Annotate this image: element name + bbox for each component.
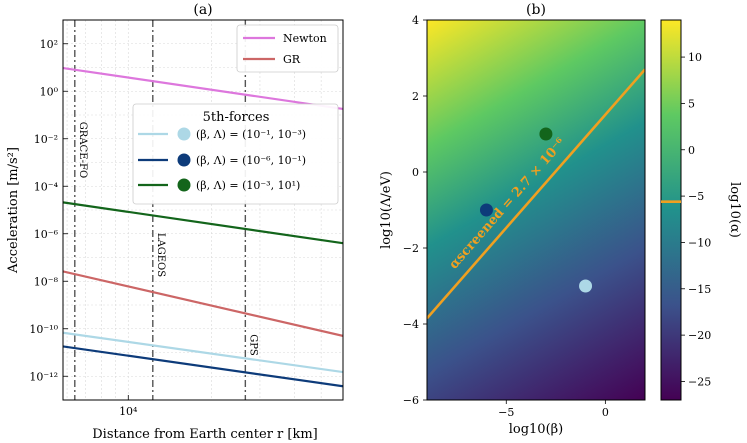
y-tick-label: 0 (412, 166, 419, 179)
heatmap (427, 20, 645, 400)
panel-a-series (63, 66, 343, 388)
y-tick-label: 10² (40, 38, 58, 51)
colorbar-tick-label: −10 (688, 236, 711, 249)
legend-marker-series-b (177, 153, 191, 167)
legend-box (236, 24, 339, 73)
orbit-label: GPS (247, 334, 258, 356)
panel-a-title: (a) (193, 2, 212, 18)
colorbar-tick-label: 5 (688, 97, 695, 110)
series-line (63, 331, 343, 374)
series-line (63, 66, 343, 111)
panel-b-xlabel: log10(β) (509, 422, 564, 437)
colorbar-tick-label: −20 (688, 329, 711, 342)
legend-marker-series-a (177, 127, 191, 141)
panel-a-grid (63, 20, 343, 400)
y-tick-label: 2 (412, 90, 419, 103)
legend-label-series-c: (β, Λ) = (10⁻³, 10¹) (196, 179, 300, 192)
y-tick-label: 10⁻¹² (29, 370, 58, 383)
x-tick-label: 0 (602, 406, 609, 419)
y-tick-label: 10⁻² (34, 133, 58, 146)
y-tick-label: 10⁰ (40, 85, 59, 98)
panel-b-frame (426, 19, 646, 401)
colorbar-tick-label: −15 (688, 283, 711, 296)
colorbar (660, 19, 682, 401)
panel-b: (b) αscreened = 2.7 × 10⁻⁶ −5 0−6−4−2024 … (379, 2, 742, 437)
panel-a-ylabel: Acceleration [m/s²] (6, 147, 21, 274)
colorbar-ticks: 10 5 0 −5 −10 −15 −20 −25 (661, 51, 711, 388)
colorbar-tick-label: 0 (688, 144, 695, 157)
y-tick-label: 10⁻⁶ (34, 228, 59, 241)
panel-b-ticks: −5 0 −6 −4 −2 0 2 4 (403, 14, 609, 419)
panel-a-ticks: 10² 10⁰ 10⁻² 10⁻⁴ 10⁻⁶ 10⁻⁸ 10⁻¹⁰ 10⁻¹² 10⁴ (29, 38, 138, 418)
colorbar-tick-label: −5 (688, 190, 704, 203)
legend-newton-gr: Newton GR (236, 24, 339, 73)
legend-title: 5th-forces (203, 110, 270, 125)
colorbar-tick-label: −25 (688, 375, 711, 388)
orbit-label: LAGEOS (155, 233, 166, 277)
legend-label-newton: Newton (283, 32, 327, 45)
x-tick-label: −5 (498, 406, 514, 419)
series-line (63, 345, 343, 388)
panel-a: (a) 10²10⁰10⁻²10⁻⁴10⁻⁶10⁻⁸10⁻¹⁰10⁻¹²10⁴ … (6, 2, 344, 442)
data-point (579, 279, 593, 293)
y-tick-label: 10⁻⁴ (34, 180, 59, 193)
y-tick-label: 10⁻⁸ (34, 275, 59, 288)
colorbar-label: log10(α) (727, 182, 742, 238)
orbit-label: GRACE-FO (77, 122, 88, 178)
y-tick-label: 4 (412, 14, 419, 27)
panel-a-orbit-lines (74, 20, 247, 400)
panel-b-title: (b) (526, 2, 546, 18)
y-tick-label: −2 (403, 242, 419, 255)
data-point (479, 203, 493, 217)
legend-marker-series-c (177, 178, 191, 192)
legend-label-series-b: (β, Λ) = (10⁻⁶, 10⁻¹) (196, 154, 306, 167)
series-line (63, 201, 343, 245)
panel-b-ylabel: log10(Λ/eV) (379, 171, 394, 249)
contour-line (427, 68, 645, 320)
panel-a-frame (62, 19, 344, 401)
panel-a-xlabel: Distance from Earth center r [km] (92, 427, 318, 442)
series-line (63, 270, 343, 337)
legend-label-gr: GR (283, 53, 301, 66)
y-tick-label: −4 (403, 318, 419, 331)
y-tick-label: −6 (403, 394, 419, 407)
colorbar-tick-label: 10 (688, 51, 702, 64)
y-tick-label: 10⁻¹⁰ (29, 323, 58, 336)
x-tick-label: 10⁴ (119, 405, 138, 418)
legend-fifth-forces: 5th-forces (β, Λ) = (10⁻¹, 10⁻³) (β, Λ) … (132, 103, 339, 205)
data-point (539, 127, 553, 141)
legend-label-series-a: (β, Λ) = (10⁻¹, 10⁻³) (196, 128, 306, 141)
